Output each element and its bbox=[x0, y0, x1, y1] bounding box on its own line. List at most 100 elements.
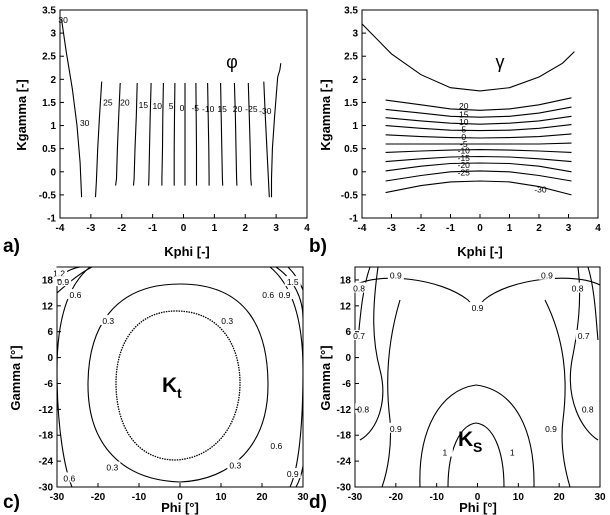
contour-label-bg bbox=[260, 289, 277, 300]
contour-line bbox=[385, 115, 572, 125]
contour-label-bg bbox=[55, 276, 72, 287]
x-tick-label: 3 bbox=[566, 223, 572, 234]
y-tick-label: 0 bbox=[345, 353, 351, 364]
contour-label: 0.7 bbox=[578, 331, 590, 341]
x-tick-label: 2 bbox=[242, 223, 248, 234]
contour-line bbox=[247, 82, 252, 186]
contour-label: 20 bbox=[233, 104, 243, 114]
panel-a-x-axis-label: Kphi [-] bbox=[164, 244, 209, 259]
y-tick-label: 1.5 bbox=[344, 98, 358, 109]
x-tick-label: 4 bbox=[304, 223, 310, 234]
contour-label: 0.9 bbox=[279, 290, 291, 300]
contour-label: 15 bbox=[459, 109, 469, 119]
x-tick-label: -2 bbox=[117, 223, 126, 234]
kt-contour-inner bbox=[115, 310, 241, 461]
contour-label-bg bbox=[284, 276, 301, 287]
x-tick-label: -10 bbox=[429, 492, 444, 503]
contour-label: 0.3 bbox=[221, 316, 233, 326]
panel-b-y-axis-label: Kgamma [-] bbox=[318, 79, 333, 151]
panel-c-title-main: K bbox=[162, 374, 177, 397]
contour-line bbox=[361, 23, 575, 92]
y-tick-label: 1 bbox=[352, 121, 358, 132]
contour-label: 0.9 bbox=[541, 271, 553, 281]
y-tick-label: -0.5 bbox=[341, 190, 359, 201]
contour-label: 0.6 bbox=[70, 290, 82, 300]
contour-label: 0.8 bbox=[353, 284, 365, 294]
y-tick-label: -0.5 bbox=[39, 190, 57, 201]
kt-contour-0-9-left bbox=[57, 267, 93, 294]
contour-label-bg bbox=[284, 468, 301, 479]
panel-a-panel-label: a) bbox=[3, 236, 20, 257]
panel-c-y-axis-label: Gamma [°] bbox=[8, 345, 23, 410]
panel-d-x-ticks: -30 -20 -10 0 10 20 30 bbox=[348, 483, 606, 503]
x-tick-label: -3 bbox=[86, 223, 95, 234]
contour-label-bg bbox=[268, 440, 285, 451]
y-tick-label: 3.5 bbox=[42, 6, 56, 17]
contour-label: 0.6 bbox=[270, 441, 282, 451]
y-tick-label: -18 bbox=[337, 431, 352, 442]
panel-b-plot-border bbox=[361, 9, 599, 219]
contour-label-bg bbox=[219, 314, 236, 325]
contour-label: 15 bbox=[139, 100, 149, 110]
contour-line bbox=[270, 76, 279, 198]
contour-line bbox=[148, 82, 152, 186]
contour-label: 1 bbox=[442, 447, 447, 457]
contour-line bbox=[132, 82, 138, 186]
contour-label: 0.7 bbox=[353, 331, 365, 341]
y-tick-label: -1 bbox=[349, 214, 358, 225]
contour-line bbox=[385, 142, 572, 145]
contour-label: 0.6 bbox=[63, 473, 75, 483]
panel-a-y-ticks: -1 -0.5 0 0.5 1 1.5 2 2.5 3 3.5 bbox=[39, 6, 64, 225]
contour-label: 1.5 bbox=[287, 277, 299, 287]
contour-label-bg bbox=[387, 269, 404, 280]
x-tick-label: -2 bbox=[417, 223, 426, 234]
contour-label: 0.3 bbox=[102, 316, 114, 326]
y-tick-label: 6 bbox=[345, 327, 351, 338]
contour-label: 0.9 bbox=[57, 277, 69, 287]
contour-label: -15 bbox=[458, 153, 471, 163]
contour-line bbox=[60, 19, 83, 198]
contour-label: 0.8 bbox=[357, 404, 369, 414]
panel-d-y-ticks: 18 12 6 0 -6 -12 -18 -24 -30 bbox=[337, 275, 359, 494]
contour-line bbox=[277, 63, 282, 78]
contour-line bbox=[385, 155, 572, 163]
y-tick-label: 18 bbox=[42, 275, 54, 286]
contour-label: 1.2 bbox=[53, 268, 65, 278]
x-tick-label: 10 bbox=[513, 492, 525, 503]
y-tick-label: 1.5 bbox=[42, 98, 56, 109]
contour-line bbox=[385, 97, 572, 111]
contour-label: -10 bbox=[458, 146, 471, 156]
y-tick-label: -30 bbox=[337, 483, 352, 494]
contour-label-bg bbox=[67, 289, 84, 300]
y-tick-label: -6 bbox=[342, 379, 351, 390]
contour-label: -10 bbox=[202, 104, 215, 114]
contour-label: 20 bbox=[459, 101, 469, 111]
y-tick-label: 3 bbox=[50, 29, 56, 40]
x-tick-label: -10 bbox=[132, 492, 147, 503]
contour-label: 30 bbox=[58, 15, 68, 25]
contour-label-bg bbox=[104, 461, 121, 472]
ks-contour-right-0-7 bbox=[569, 267, 599, 441]
contour-line bbox=[263, 81, 270, 198]
contour-label-bg bbox=[469, 301, 486, 312]
x-tick-label: -1 bbox=[446, 223, 455, 234]
contour-label: 0.3 bbox=[106, 463, 118, 473]
contour-label: 30 bbox=[80, 118, 90, 128]
contour-label-bg bbox=[569, 282, 586, 293]
x-tick-label: 0 bbox=[475, 492, 481, 503]
contour-line bbox=[385, 133, 572, 139]
contour-label: 10 bbox=[459, 117, 469, 127]
panel-d-panel-label: d) bbox=[309, 492, 327, 513]
y-tick-label: 18 bbox=[340, 275, 352, 286]
x-tick-label: -20 bbox=[91, 492, 106, 503]
contour-label-bg bbox=[227, 459, 244, 470]
contour-label: -25 bbox=[458, 168, 471, 178]
y-tick-label: -1 bbox=[47, 214, 56, 225]
contour-label: 0.9 bbox=[390, 424, 402, 434]
contour-label: 20 bbox=[120, 97, 130, 107]
contour-label-bg bbox=[538, 269, 555, 280]
contour-line bbox=[173, 82, 176, 186]
